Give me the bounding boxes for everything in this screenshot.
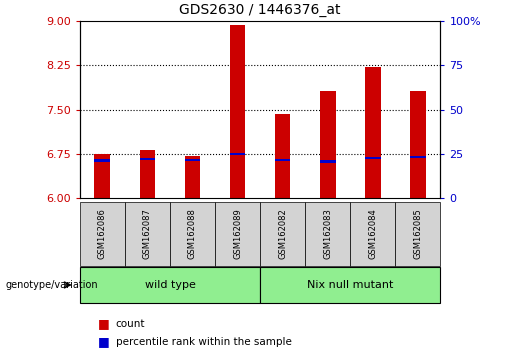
Text: GSM162085: GSM162085 bbox=[414, 208, 422, 259]
Text: GSM162083: GSM162083 bbox=[323, 208, 332, 259]
Bar bbox=[410, 156, 426, 158]
Bar bbox=[365, 157, 381, 159]
Text: GSM162086: GSM162086 bbox=[98, 208, 107, 259]
Bar bbox=[184, 159, 200, 161]
Text: wild type: wild type bbox=[145, 280, 195, 290]
Text: GSM162089: GSM162089 bbox=[233, 208, 242, 259]
Bar bbox=[230, 25, 246, 198]
Bar bbox=[274, 114, 290, 198]
Title: GDS2630 / 1446376_at: GDS2630 / 1446376_at bbox=[179, 4, 341, 17]
Text: genotype/variation: genotype/variation bbox=[5, 280, 98, 290]
Bar bbox=[230, 153, 246, 155]
Bar bbox=[320, 91, 336, 198]
Text: GSM162084: GSM162084 bbox=[368, 208, 377, 259]
Bar bbox=[184, 156, 200, 198]
Text: percentile rank within the sample: percentile rank within the sample bbox=[116, 337, 292, 347]
Text: ■: ■ bbox=[98, 335, 110, 348]
Bar bbox=[365, 67, 381, 198]
Text: Nix null mutant: Nix null mutant bbox=[307, 280, 393, 290]
Bar bbox=[140, 158, 156, 160]
Text: GSM162087: GSM162087 bbox=[143, 208, 152, 259]
Bar bbox=[94, 159, 110, 162]
Text: GSM162088: GSM162088 bbox=[188, 208, 197, 259]
Bar bbox=[94, 154, 110, 198]
Text: count: count bbox=[116, 319, 145, 329]
Bar bbox=[410, 91, 426, 198]
Bar bbox=[320, 160, 336, 163]
Bar bbox=[140, 150, 156, 198]
Text: ■: ■ bbox=[98, 318, 110, 330]
Text: GSM162082: GSM162082 bbox=[278, 208, 287, 259]
Bar bbox=[274, 159, 290, 161]
